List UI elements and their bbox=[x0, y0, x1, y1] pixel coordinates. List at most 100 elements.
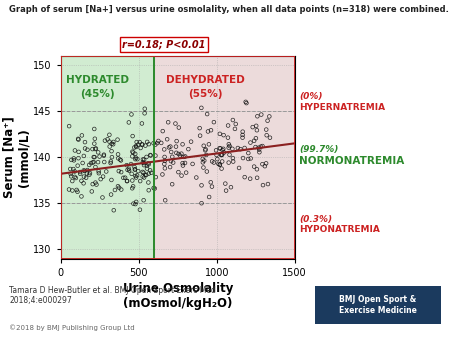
Point bbox=[165, 145, 172, 150]
Point bbox=[145, 171, 153, 176]
Point bbox=[131, 167, 139, 172]
Point bbox=[256, 147, 263, 152]
Point bbox=[81, 146, 89, 151]
Point bbox=[125, 166, 132, 171]
Text: BMJ Open Sport &
Exercise Medicine: BMJ Open Sport & Exercise Medicine bbox=[339, 295, 417, 315]
Point bbox=[183, 170, 190, 175]
Point bbox=[123, 178, 130, 184]
Point bbox=[104, 137, 111, 142]
Text: (99.7%): (99.7%) bbox=[299, 145, 338, 154]
Point bbox=[207, 127, 215, 133]
Point bbox=[208, 184, 216, 189]
Point bbox=[219, 147, 226, 153]
Point bbox=[129, 178, 136, 183]
Point bbox=[205, 142, 212, 147]
Point bbox=[204, 129, 212, 134]
Point bbox=[69, 188, 76, 193]
Point bbox=[241, 145, 248, 151]
Point bbox=[70, 158, 77, 163]
Point bbox=[76, 169, 84, 175]
Point bbox=[185, 146, 192, 152]
Point bbox=[67, 166, 74, 172]
Point bbox=[136, 207, 144, 213]
Point bbox=[134, 173, 141, 178]
Point bbox=[129, 149, 136, 154]
Point bbox=[125, 120, 132, 125]
Text: Tamara D Hew-Butler et al. BMJ Open Sport Exerc Med: Tamara D Hew-Butler et al. BMJ Open Spor… bbox=[9, 286, 216, 295]
Point bbox=[166, 164, 174, 170]
Point bbox=[138, 142, 145, 147]
Point bbox=[261, 164, 269, 169]
Point bbox=[262, 161, 270, 166]
Point bbox=[167, 144, 174, 149]
Point bbox=[111, 187, 118, 193]
Point bbox=[81, 139, 89, 145]
Text: ©2018 by BMJ Publishing Group Ltd: ©2018 by BMJ Publishing Group Ltd bbox=[9, 324, 135, 331]
Point bbox=[128, 171, 135, 176]
Point bbox=[219, 159, 226, 164]
Text: (45%): (45%) bbox=[80, 89, 114, 99]
Point bbox=[158, 140, 165, 146]
Point bbox=[136, 140, 143, 145]
Point bbox=[88, 189, 95, 194]
Point bbox=[106, 139, 113, 144]
Point bbox=[139, 142, 146, 147]
Point bbox=[129, 186, 136, 191]
Point bbox=[259, 183, 266, 188]
Point bbox=[75, 149, 82, 154]
Point bbox=[124, 167, 131, 172]
Text: Graph of serum [Na+] versus urine osmolality, when all data points (n=318) were : Graph of serum [Na+] versus urine osmola… bbox=[9, 5, 449, 14]
Point bbox=[147, 152, 154, 158]
Point bbox=[80, 180, 87, 186]
Point bbox=[229, 117, 236, 123]
Point bbox=[108, 177, 115, 183]
Point bbox=[247, 140, 254, 145]
Point bbox=[129, 134, 136, 139]
Point bbox=[181, 160, 189, 166]
Point bbox=[128, 112, 135, 117]
Point bbox=[202, 152, 210, 158]
Point bbox=[117, 158, 125, 163]
Point bbox=[153, 140, 161, 146]
Point bbox=[79, 160, 86, 166]
Point bbox=[75, 137, 82, 142]
Point bbox=[114, 184, 122, 189]
Point bbox=[84, 147, 91, 152]
Point bbox=[172, 144, 180, 149]
Point bbox=[100, 152, 108, 158]
Point bbox=[245, 156, 252, 162]
Point bbox=[141, 106, 149, 112]
Point bbox=[227, 185, 234, 190]
Point bbox=[90, 154, 97, 160]
Point bbox=[141, 111, 148, 116]
Text: HYPONATREMIA: HYPONATREMIA bbox=[299, 225, 380, 234]
Point bbox=[197, 133, 204, 138]
Text: HYDRATED: HYDRATED bbox=[66, 75, 129, 85]
Point bbox=[229, 146, 236, 151]
Point bbox=[65, 187, 72, 192]
Point bbox=[91, 136, 99, 141]
Point bbox=[107, 159, 114, 164]
Point bbox=[253, 175, 261, 180]
Point bbox=[100, 153, 108, 159]
Point bbox=[75, 155, 82, 161]
Point bbox=[210, 119, 217, 125]
Point bbox=[115, 168, 122, 174]
Point bbox=[249, 124, 256, 130]
Point bbox=[266, 135, 274, 140]
Point bbox=[155, 138, 162, 144]
Point bbox=[140, 157, 147, 162]
Point bbox=[241, 174, 248, 180]
Point bbox=[70, 166, 77, 172]
Point bbox=[235, 165, 243, 171]
Point bbox=[108, 154, 116, 160]
Point bbox=[101, 159, 108, 165]
Point bbox=[148, 170, 155, 175]
Point bbox=[108, 141, 115, 146]
Point bbox=[143, 163, 150, 168]
Point bbox=[140, 175, 148, 180]
Point bbox=[99, 174, 107, 179]
Point bbox=[150, 185, 157, 191]
Point bbox=[202, 148, 209, 153]
Point bbox=[108, 192, 115, 197]
